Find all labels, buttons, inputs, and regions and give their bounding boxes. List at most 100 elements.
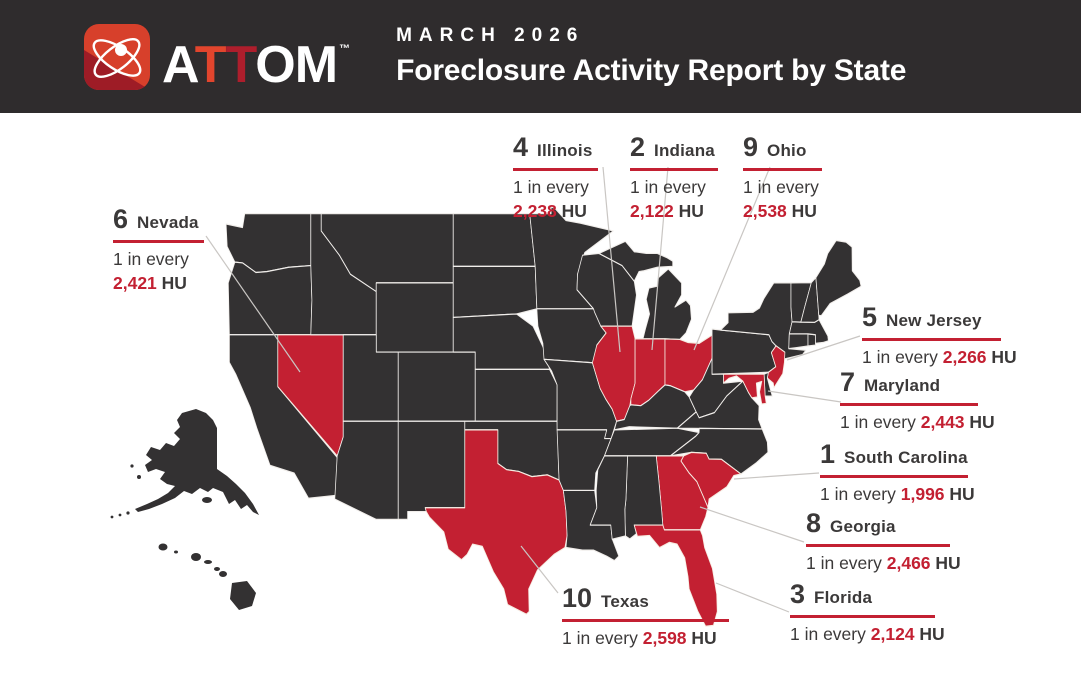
state-michigan-upper-peninsula (598, 240, 674, 282)
aleutian-island (126, 511, 130, 515)
rank-number: 3 (790, 579, 806, 609)
callout-underline (743, 168, 822, 171)
callout-underline (840, 403, 978, 406)
stat-prefix: 1 in every (862, 347, 938, 367)
callout-underline (513, 168, 598, 171)
callout-title: 2 Indiana (630, 134, 718, 165)
callout-title: 1 South Carolina (820, 441, 975, 472)
state-name: Nevada (137, 213, 199, 232)
stat-prefix: 1 in every (806, 553, 882, 573)
stat-value: 2,238 (513, 201, 557, 221)
stat-unit: HU (691, 628, 717, 648)
callout-stat: 1 in every 2,421 HU (113, 249, 204, 294)
hawaii-oahu (191, 553, 201, 561)
hawaii-kauai (158, 543, 168, 551)
stat-value: 2,538 (743, 201, 787, 221)
callout-stat: 1 in every 2,122 HU (630, 177, 718, 222)
report-period: MARCH 2026 (396, 25, 585, 46)
state-name: Maryland (864, 376, 941, 395)
state-texas (424, 429, 568, 615)
stat-prefix: 1 in every (513, 177, 589, 197)
stat-value: 1,996 (900, 484, 945, 504)
callout-stat: 1 in every 2,466 HU (806, 553, 961, 574)
attom-logo: ATTOM ™ (84, 16, 350, 98)
callout-new-jersey: 5 New Jersey 1 in every 2,266 HU (862, 304, 1017, 368)
state-new-mexico (397, 420, 466, 520)
rank-number: 9 (743, 132, 759, 162)
stat-prefix: 1 in every (840, 412, 916, 432)
wordmark-letter: T (194, 35, 227, 94)
rank-number: 1 (820, 439, 836, 469)
state-connecticut (788, 333, 809, 350)
contiguous-us (225, 206, 862, 627)
callout-indiana: 2 Indiana 1 in every 2,122 HU (630, 134, 718, 222)
header-bar: ATTOM ™ MARCH 2026 Foreclosure Activity R… (0, 0, 1081, 113)
state-name: Indiana (654, 141, 715, 160)
attom-wordmark: ATTOM ™ (162, 16, 350, 98)
state-name: Illinois (537, 141, 593, 160)
callout-stat: 1 in every 2,598 HU (562, 628, 729, 649)
hawaii-big-island (230, 581, 256, 610)
stat-prefix: 1 in every (113, 249, 189, 269)
state-colorado (397, 351, 476, 422)
stat-unit: HU (791, 201, 817, 221)
stat-unit: HU (919, 624, 945, 644)
leader-indiana (651, 166, 669, 351)
callout-stat: 1 in every 2,238 HU (513, 177, 598, 222)
state-kentucky (614, 384, 697, 431)
state-virginia (676, 380, 763, 430)
callout-title: 8 Georgia (806, 510, 961, 541)
state-new-jersey (766, 345, 786, 389)
state-name: New Jersey (886, 311, 982, 330)
kodiak-island (202, 497, 212, 503)
callout-texas: 10 Texas 1 in every 2,598 HU (562, 585, 729, 649)
callout-title: 9 Ohio (743, 134, 822, 165)
state-wisconsin (576, 252, 637, 327)
callout-florida: 3 Florida 1 in every 2,124 HU (790, 581, 945, 645)
callout-stat: 1 in every 2,266 HU (862, 347, 1017, 368)
wordmark-letter: A (162, 35, 196, 94)
callout-title: 3 Florida (790, 581, 945, 612)
callout-title: 4 Illinois (513, 134, 598, 165)
stat-unit: HU (678, 201, 704, 221)
state-wyoming (375, 282, 454, 353)
leader-lines (205, 166, 861, 613)
callout-title: 5 New Jersey (862, 304, 1017, 335)
hawaii-lanai (214, 567, 220, 571)
callout-stat: 1 in every 2,124 HU (790, 624, 945, 645)
callout-underline (806, 544, 950, 547)
bering-island (130, 464, 134, 468)
header-titles: MARCH 2026 Foreclosure Activity Report b… (396, 25, 906, 88)
callout-illinois: 4 Illinois 1 in every 2,238 HU (513, 134, 598, 222)
callout-underline (790, 615, 935, 618)
rank-number: 2 (630, 132, 646, 162)
state-name: Ohio (767, 141, 807, 160)
stat-value: 2,598 (642, 628, 687, 648)
leader-georgia (699, 506, 805, 543)
stat-prefix: 1 in every (743, 177, 819, 197)
leader-illinois (602, 166, 621, 353)
leader-florida (715, 582, 790, 613)
leader-ohio (693, 166, 771, 351)
stat-unit: HU (991, 347, 1017, 367)
callout-maryland: 7 Maryland 1 in every 2,443 HU (840, 369, 995, 433)
aleutian-island (118, 513, 122, 517)
stat-unit: HU (161, 273, 187, 293)
rank-number: 7 (840, 367, 856, 397)
callout-underline (113, 240, 204, 243)
hawaii-molokai (204, 560, 212, 564)
leader-texas (520, 545, 559, 594)
state-mississippi (589, 455, 628, 540)
stat-value: 2,266 (942, 347, 987, 367)
leader-maryland (767, 390, 842, 403)
alaska-hawaii (110, 409, 259, 610)
callout-ohio: 9 Ohio 1 in every 2,538 HU (743, 134, 822, 222)
state-michigan (642, 268, 692, 341)
wordmark-letter: M (294, 35, 338, 94)
state-alaska (135, 409, 259, 515)
aleutian-island (110, 515, 114, 519)
wordmark-letter: O (255, 35, 295, 94)
stat-prefix: 1 in every (562, 628, 638, 648)
